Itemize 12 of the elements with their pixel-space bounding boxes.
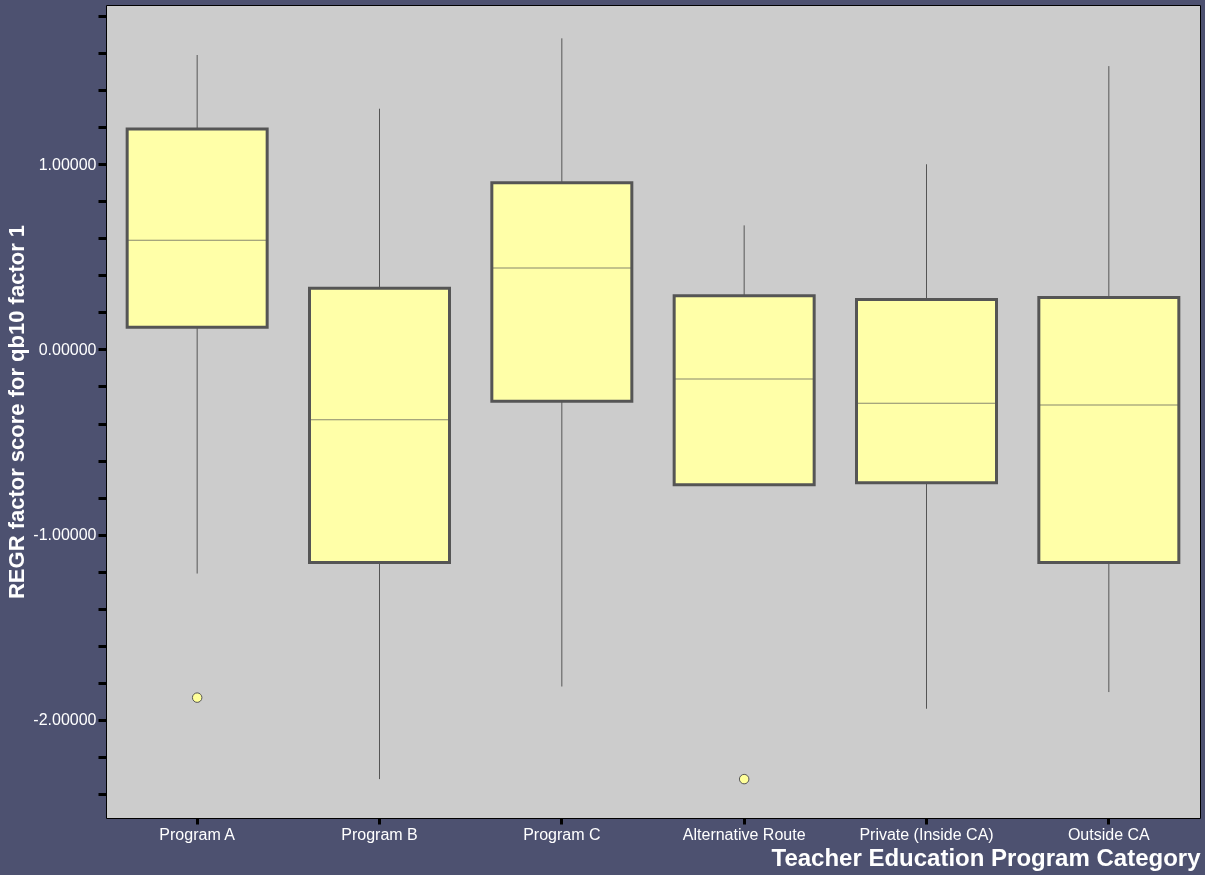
- x-axis-title: Teacher Education Program Category: [771, 843, 1202, 871]
- x-tick-label: Program C: [523, 825, 601, 843]
- x-tick-label: Private (Inside CA): [859, 825, 994, 843]
- y-tick-label: 1.00000: [38, 155, 97, 173]
- y-tick-label: -1.00000: [33, 526, 97, 544]
- y-axis-title: REGR factor score for qb10 factor 1: [4, 224, 30, 600]
- x-tick-label: Alternative Route: [682, 825, 806, 843]
- y-tick-label: 0.00000: [38, 340, 97, 358]
- x-tick-label: Program A: [159, 825, 236, 843]
- x-tick-label: Outside CA: [1067, 825, 1151, 843]
- x-tick-label: Program B: [341, 825, 418, 843]
- y-tick-label: -2.00000: [33, 711, 97, 729]
